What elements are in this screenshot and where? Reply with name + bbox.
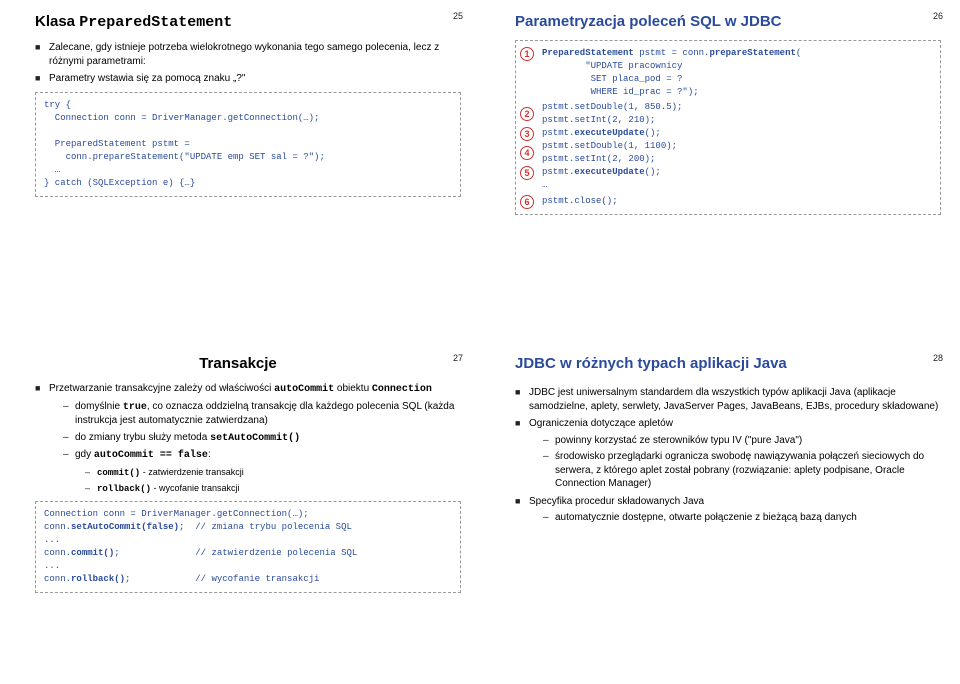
- step-badge: 1: [520, 47, 534, 61]
- slide-title: JDBC w różnych typach aplikacji Java: [515, 355, 941, 372]
- step-badge: 4: [520, 146, 534, 160]
- text: domyślnie: [75, 401, 123, 412]
- text: :: [208, 449, 211, 460]
- code-inline: autoCommit == false: [94, 450, 208, 461]
- sub-bullet: do zmiany trybu służy metoda setAutoComm…: [63, 431, 461, 446]
- sub-bullets: domyślnie true, co oznacza oddzielną tra…: [63, 400, 461, 495]
- step-badge: 3: [520, 127, 534, 141]
- sub-sub-bullet: commit() - zatwierdzenie transakcji: [85, 466, 461, 479]
- slide-27: 27 Transakcje Przetwarzanie transakcyjne…: [0, 342, 480, 684]
- slide-25: 25 Klasa PreparedStatement Zalecane, gdy…: [0, 0, 480, 342]
- code-box: Connection conn = DriverManager.getConne…: [35, 501, 461, 593]
- code-line: pstmt.executeUpdate();: [542, 166, 932, 179]
- step-badge: 2: [520, 107, 534, 121]
- code-block: try { Connection conn = DriverManager.ge…: [44, 99, 452, 190]
- code-inline: autoCommit: [274, 384, 334, 395]
- bullets: JDBC jest uniwersalnym standardem dla ws…: [515, 386, 941, 525]
- code-box: 1 PreparedStatement pstmt = conn.prepare…: [515, 40, 941, 215]
- sub-bullet: środowisko przeglądarki ogranicza swobod…: [543, 450, 941, 491]
- code-line: pstmt.close();: [542, 195, 932, 208]
- code-inline: commit(): [97, 468, 140, 478]
- bullet: Parametry wstawia się za pomocą znaku „?…: [35, 72, 461, 86]
- step-badge: 6: [520, 195, 534, 209]
- text: Specyfika procedur składowanych Java: [529, 496, 704, 507]
- page-number: 28: [933, 353, 943, 363]
- code-line: SET placa_pod = ?: [542, 73, 932, 86]
- code-line: "UPDATE pracownicy: [542, 60, 932, 73]
- code-line: PreparedStatement pstmt = conn.prepareSt…: [542, 47, 932, 60]
- sub-bullets: automatycznie dostępne, otwarte połączen…: [543, 511, 941, 525]
- text: obiektu: [334, 383, 372, 394]
- text: do zmiany trybu służy metoda: [75, 432, 210, 443]
- slide-26: 26 Parametryzacja poleceń SQL w JDBC 1 P…: [480, 0, 960, 342]
- sub-bullet: automatycznie dostępne, otwarte połączen…: [543, 511, 941, 525]
- text: - wycofanie transakcji: [151, 483, 240, 493]
- code-line: pstmt.setDouble(1, 850.5);: [542, 101, 932, 114]
- code-line: WHERE id_prac = ?");: [542, 86, 932, 99]
- code-line: …: [542, 179, 932, 192]
- sub-bullet: powinny korzystać ze sterowników typu IV…: [543, 434, 941, 448]
- code-inline: true: [123, 402, 147, 413]
- page-number: 27: [453, 353, 463, 363]
- step-badge: 5: [520, 166, 534, 180]
- code-block: Connection conn = DriverManager.getConne…: [44, 508, 452, 586]
- page-number: 25: [453, 11, 463, 21]
- code-line: pstmt.setInt(2, 210);: [542, 114, 932, 127]
- sub-sub-bullets: commit() - zatwierdzenie transakcji roll…: [85, 466, 461, 495]
- bullet: Ograniczenia dotyczące apletów powinny k…: [515, 417, 941, 491]
- slide-title: Klasa PreparedStatement: [35, 13, 461, 31]
- code-inline: rollback(): [97, 484, 151, 494]
- code-line: pstmt.executeUpdate();: [542, 127, 932, 140]
- sub-bullet: domyślnie true, co oznacza oddzielną tra…: [63, 400, 461, 428]
- code-inline: Connection: [372, 384, 432, 395]
- slide-28: 28 JDBC w różnych typach aplikacji Java …: [480, 342, 960, 684]
- sub-bullets: powinny korzystać ze sterowników typu IV…: [543, 434, 941, 491]
- bullets: Zalecane, gdy istnieje potrzeba wielokro…: [35, 41, 461, 86]
- text: - zatwierdzenie transakcji: [140, 467, 244, 477]
- sub-sub-bullet: rollback() - wycofanie transakcji: [85, 482, 461, 495]
- sub-bullet: gdy autoCommit == false: commit() - zatw…: [63, 448, 461, 495]
- page-number: 26: [933, 11, 943, 21]
- bullets: Przetwarzanie transakcyjne zależy od wła…: [35, 382, 461, 495]
- text: Ograniczenia dotyczące apletów: [529, 418, 673, 429]
- bullet: Zalecane, gdy istnieje potrzeba wielokro…: [35, 41, 461, 68]
- slide-title: Parametryzacja poleceń SQL w JDBC: [515, 13, 941, 30]
- bullet: JDBC jest uniwersalnym standardem dla ws…: [515, 386, 941, 413]
- title-text: Klasa: [35, 13, 79, 30]
- code-box: try { Connection conn = DriverManager.ge…: [35, 92, 461, 197]
- code-line: pstmt.setInt(2, 200);: [542, 153, 932, 166]
- title-code: PreparedStatement: [79, 14, 232, 31]
- slide-title: Transakcje: [15, 355, 461, 372]
- bullet: Specyfika procedur składowanych Java aut…: [515, 495, 941, 525]
- text: gdy: [75, 449, 94, 460]
- bullet: Przetwarzanie transakcyjne zależy od wła…: [35, 382, 461, 495]
- code-inline: setAutoCommit(): [210, 433, 300, 444]
- text: Przetwarzanie transakcyjne zależy od wła…: [49, 383, 274, 394]
- code-line: pstmt.setDouble(1, 1100);: [542, 140, 932, 153]
